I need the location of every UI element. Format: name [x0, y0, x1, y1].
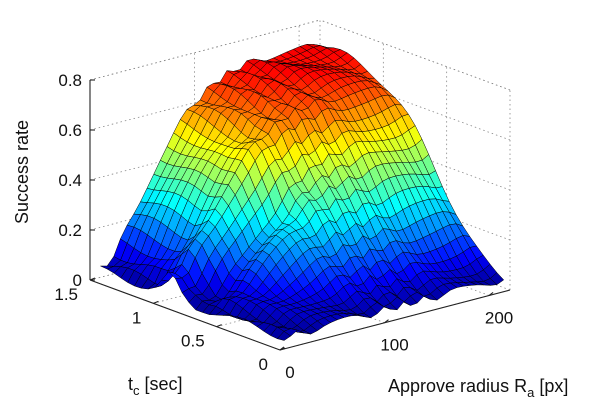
x-tick-mark [384, 319, 389, 324]
x-tick-label: 200 [485, 308, 513, 327]
z-tick-label: 0.4 [58, 171, 82, 190]
y-axis-label-unit: [sec] [140, 374, 183, 394]
z-tick-label: 0.8 [58, 71, 82, 90]
y-tick-mark [216, 324, 222, 328]
surface-patches [100, 44, 504, 341]
x-axis-label-sub: a [527, 385, 535, 400]
x-axis-line [279, 289, 511, 351]
z-tick-label: 0.6 [58, 121, 82, 140]
y-tick-mark [153, 300, 159, 304]
y-tick-label: 1.5 [54, 285, 78, 304]
y-tick-label: 0.5 [181, 332, 205, 351]
x-tick-label: 100 [380, 336, 408, 355]
x-axis-label-unit: [px] [534, 376, 568, 396]
y-axis-line [89, 279, 281, 351]
y-tick-mark [279, 347, 286, 351]
y-tick-label: 1 [132, 308, 141, 327]
axes-frame [89, 79, 511, 351]
z-axis-label: Success rate [12, 120, 32, 224]
z-tick-label: 0 [73, 271, 82, 290]
x-axis-label-main: Approve radius R [388, 376, 527, 396]
surface-patch [277, 331, 292, 341]
y-axis-label-sub: c [133, 383, 140, 398]
top-back-edge [89, 19, 321, 81]
y-axis-label: tc [sec] [128, 374, 183, 398]
x-tick-mark [488, 292, 494, 296]
x-axis-label: Approve radius Ra [px] [388, 376, 568, 400]
y-axis-label-main: t [128, 374, 133, 394]
y-tick-label: 0 [259, 355, 268, 374]
x-tick-label: 0 [285, 363, 294, 382]
z-tick-label: 0.2 [58, 221, 82, 240]
